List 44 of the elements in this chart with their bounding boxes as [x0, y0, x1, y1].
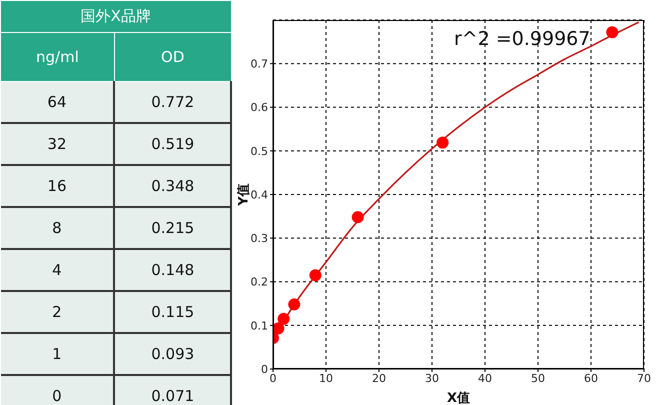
text: 0.115 [114, 291, 231, 333]
y-tick-label: 0.7 [250, 58, 268, 71]
text: 0.071 [114, 375, 231, 405]
point [352, 211, 364, 224]
text: 16 [0, 165, 114, 207]
text: 0.348 [114, 165, 231, 207]
x-tick-label: 40 [478, 372, 492, 385]
text: 0.519 [114, 123, 231, 165]
x-tick-label: 20 [372, 372, 386, 385]
text: 1 [0, 333, 114, 375]
text: 0.148 [114, 249, 231, 291]
text: OD [114, 32, 231, 82]
y-tick-label: 0.5 [250, 144, 268, 158]
point [436, 136, 449, 149]
y-tick-label: 0.2 [250, 276, 268, 289]
text: 2 [0, 291, 114, 333]
text: 64 [0, 82, 114, 123]
x-tick-label: 0 [270, 372, 276, 385]
x-tick-label: 60 [584, 372, 598, 385]
annotation: r^2 =0.99967 [454, 28, 590, 50]
y-tick-label: 0.1 [250, 319, 268, 332]
point [309, 269, 322, 282]
text: 0.093 [114, 333, 231, 375]
text: 0.215 [114, 207, 231, 249]
point [606, 26, 618, 38]
x-tick-label: 50 [531, 372, 545, 385]
y-tick-label: 0.4 [250, 188, 268, 202]
text: 32 [0, 123, 114, 165]
y-tick-label: 0 [261, 362, 268, 376]
text: 4 [0, 249, 114, 291]
point [288, 298, 300, 310]
text: ng/ml [0, 32, 114, 82]
point [273, 322, 284, 334]
y-tick-label: 0.6 [250, 101, 268, 114]
y-tick-label: 0.3 [250, 232, 268, 246]
y-axis-title: Y值 [236, 183, 252, 207]
x-tick-label: 10 [319, 372, 333, 385]
point [278, 312, 290, 325]
x-axis-title: X值 [446, 391, 470, 405]
x-tick-label: 70 [637, 372, 651, 385]
text: 0.772 [114, 82, 231, 123]
text: 8 [0, 207, 114, 249]
text: 国外X品牌 [0, 0, 231, 32]
x-tick-label: 30 [425, 372, 439, 385]
